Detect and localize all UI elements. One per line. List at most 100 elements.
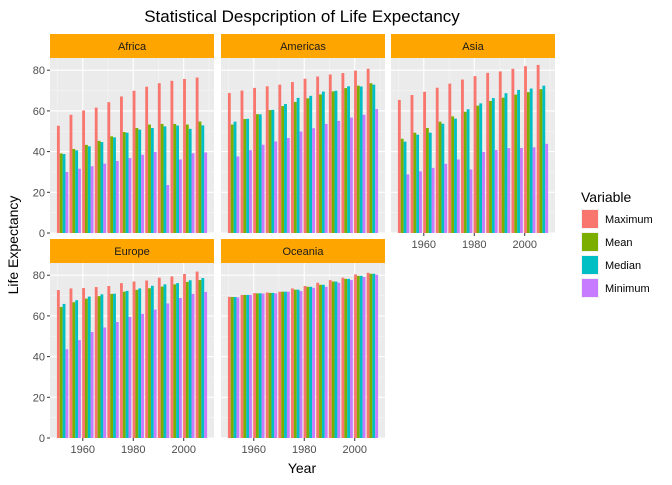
bar-oceania-mean-1987 <box>319 284 322 438</box>
bar-europe-median-1977 <box>125 290 129 438</box>
panel-americas: Americas <box>221 34 385 234</box>
x-tick-label: 2000 <box>342 444 366 456</box>
bar-europe-minimum-2002 <box>191 293 195 438</box>
bar-europe-median-2002 <box>188 280 192 438</box>
bar-oceania-mean-1952 <box>230 296 234 438</box>
bar-asia-median-1977 <box>466 109 470 233</box>
bar-africa-minimum-2002 <box>191 153 195 233</box>
y-tick-label: 20 <box>33 392 45 404</box>
bar-oceania-maximum-1972 <box>278 291 282 438</box>
bar-asia-minimum-1982 <box>482 151 485 233</box>
bar-africa-minimum-1982 <box>141 154 144 233</box>
bar-europe-maximum-1977 <box>120 283 123 438</box>
bar-europe-minimum-1967 <box>103 327 107 438</box>
bar-oceania-median-2002 <box>359 275 363 438</box>
legend-item-mean: Mean <box>581 232 633 252</box>
bar-europe-median-1997 <box>176 283 179 438</box>
bar-oceania-maximum-1977 <box>291 288 294 438</box>
y-tick-label: 0 <box>39 228 45 240</box>
legend-swatch-maximum <box>582 210 598 228</box>
bar-americas-mean-1987 <box>319 94 322 234</box>
legend-swatch-minimum <box>582 279 598 297</box>
bar-africa-median-1977 <box>125 132 129 233</box>
bar-oceania-minimum-1997 <box>349 280 353 438</box>
bar-oceania-mean-1997 <box>344 278 348 438</box>
y-tick-label: 40 <box>33 147 45 159</box>
bar-africa-median-2007 <box>201 125 205 233</box>
bar-asia-minimum-1997 <box>519 147 523 233</box>
bar-africa-median-1992 <box>163 126 167 233</box>
bar-europe-maximum-1992 <box>157 277 161 438</box>
bar-africa-maximum-1987 <box>145 86 149 233</box>
bar-europe-median-2007 <box>201 278 205 438</box>
strip-label-oceania: Oceania <box>283 246 325 258</box>
strip-americas <box>221 34 385 58</box>
bar-asia-maximum-2002 <box>524 66 527 234</box>
bar-africa-mean-1967 <box>97 140 101 233</box>
bar-europe-median-1992 <box>163 284 167 438</box>
bar-africa-minimum-1962 <box>90 166 94 233</box>
legend-label-minimum: Minimum <box>605 283 650 295</box>
bar-americas-maximum-1987 <box>316 76 320 233</box>
legend-item-maximum: Maximum <box>581 209 653 229</box>
bar-oceania-maximum-2007 <box>366 272 370 438</box>
bar-oceania-mean-1962 <box>256 293 259 438</box>
strip-africa <box>50 34 214 58</box>
bar-oceania-median-2007 <box>372 273 376 438</box>
bar-americas-minimum-2002 <box>362 114 366 233</box>
bar-americas-mean-1962 <box>256 114 259 233</box>
bar-asia-minimum-2002 <box>532 147 536 233</box>
bar-africa-maximum-1997 <box>170 80 174 233</box>
bar-oceania-maximum-1987 <box>316 282 320 438</box>
bar-asia-maximum-1952 <box>397 99 401 233</box>
bar-asia-minimum-1977 <box>469 169 473 233</box>
y-tick-label: 80 <box>33 65 45 77</box>
bar-europe-mean-1952 <box>59 306 63 438</box>
bar-asia-maximum-1957 <box>410 95 414 233</box>
x-tick-label: 1960 <box>71 444 95 456</box>
bar-europe-minimum-1957 <box>78 340 81 438</box>
bar-africa-mean-1977 <box>122 132 126 233</box>
bar-africa-median-1967 <box>100 142 104 233</box>
strip-label-americas: Americas <box>280 41 326 53</box>
y-axis-title: Life Expectancy <box>5 196 21 295</box>
bar-africa-median-1997 <box>176 125 179 233</box>
bar-oceania-maximum-1952 <box>227 296 231 438</box>
bar-europe-mean-1962 <box>85 298 88 438</box>
legend-item-median: Median <box>581 255 641 275</box>
bar-europe-minimum-1977 <box>128 316 132 438</box>
bar-asia-mean-1962 <box>426 128 429 233</box>
x-tick-label: 1960 <box>412 239 436 251</box>
bar-europe-median-1962 <box>87 296 91 438</box>
legend: Variable Maximum Mean Median Minimum <box>581 189 653 298</box>
bar-americas-minimum-1952 <box>236 156 240 233</box>
bar-asia-minimum-1972 <box>456 159 460 233</box>
bar-asia-median-1972 <box>454 118 457 233</box>
bar-africa-median-2002 <box>188 128 192 233</box>
x-tick-label: 2000 <box>171 444 195 456</box>
bar-asia-minimum-1952 <box>406 174 410 233</box>
bar-oceania-median-1957 <box>246 294 250 438</box>
bar-africa-maximum-1952 <box>56 125 60 233</box>
bar-asia-mean-2002 <box>526 92 530 234</box>
bar-europe-mean-1967 <box>97 296 101 438</box>
bar-americas-median-1972 <box>284 103 287 233</box>
bar-americas-median-1952 <box>233 121 237 233</box>
bar-europe-mean-2007 <box>198 280 202 438</box>
bar-asia-median-1957 <box>416 134 420 233</box>
bar-asia-minimum-1992 <box>507 148 511 233</box>
bar-asia-minimum-1967 <box>444 163 448 233</box>
bar-europe-mean-1987 <box>148 288 151 438</box>
bar-africa-maximum-1957 <box>69 114 73 233</box>
bar-europe-median-1982 <box>138 288 142 438</box>
bar-americas-minimum-1972 <box>286 137 290 233</box>
bar-americas-mean-1957 <box>243 119 247 233</box>
bar-asia-maximum-1982 <box>473 76 477 233</box>
bar-oceania-median-1982 <box>309 286 313 438</box>
legend-swatch-mean <box>582 233 598 251</box>
bar-oceania-minimum-1972 <box>286 291 290 438</box>
legend-label-median: Median <box>605 260 641 272</box>
bar-oceania-maximum-1967 <box>265 292 269 438</box>
bar-africa-mean-2002 <box>185 124 189 233</box>
bar-africa-minimum-1992 <box>166 184 170 233</box>
